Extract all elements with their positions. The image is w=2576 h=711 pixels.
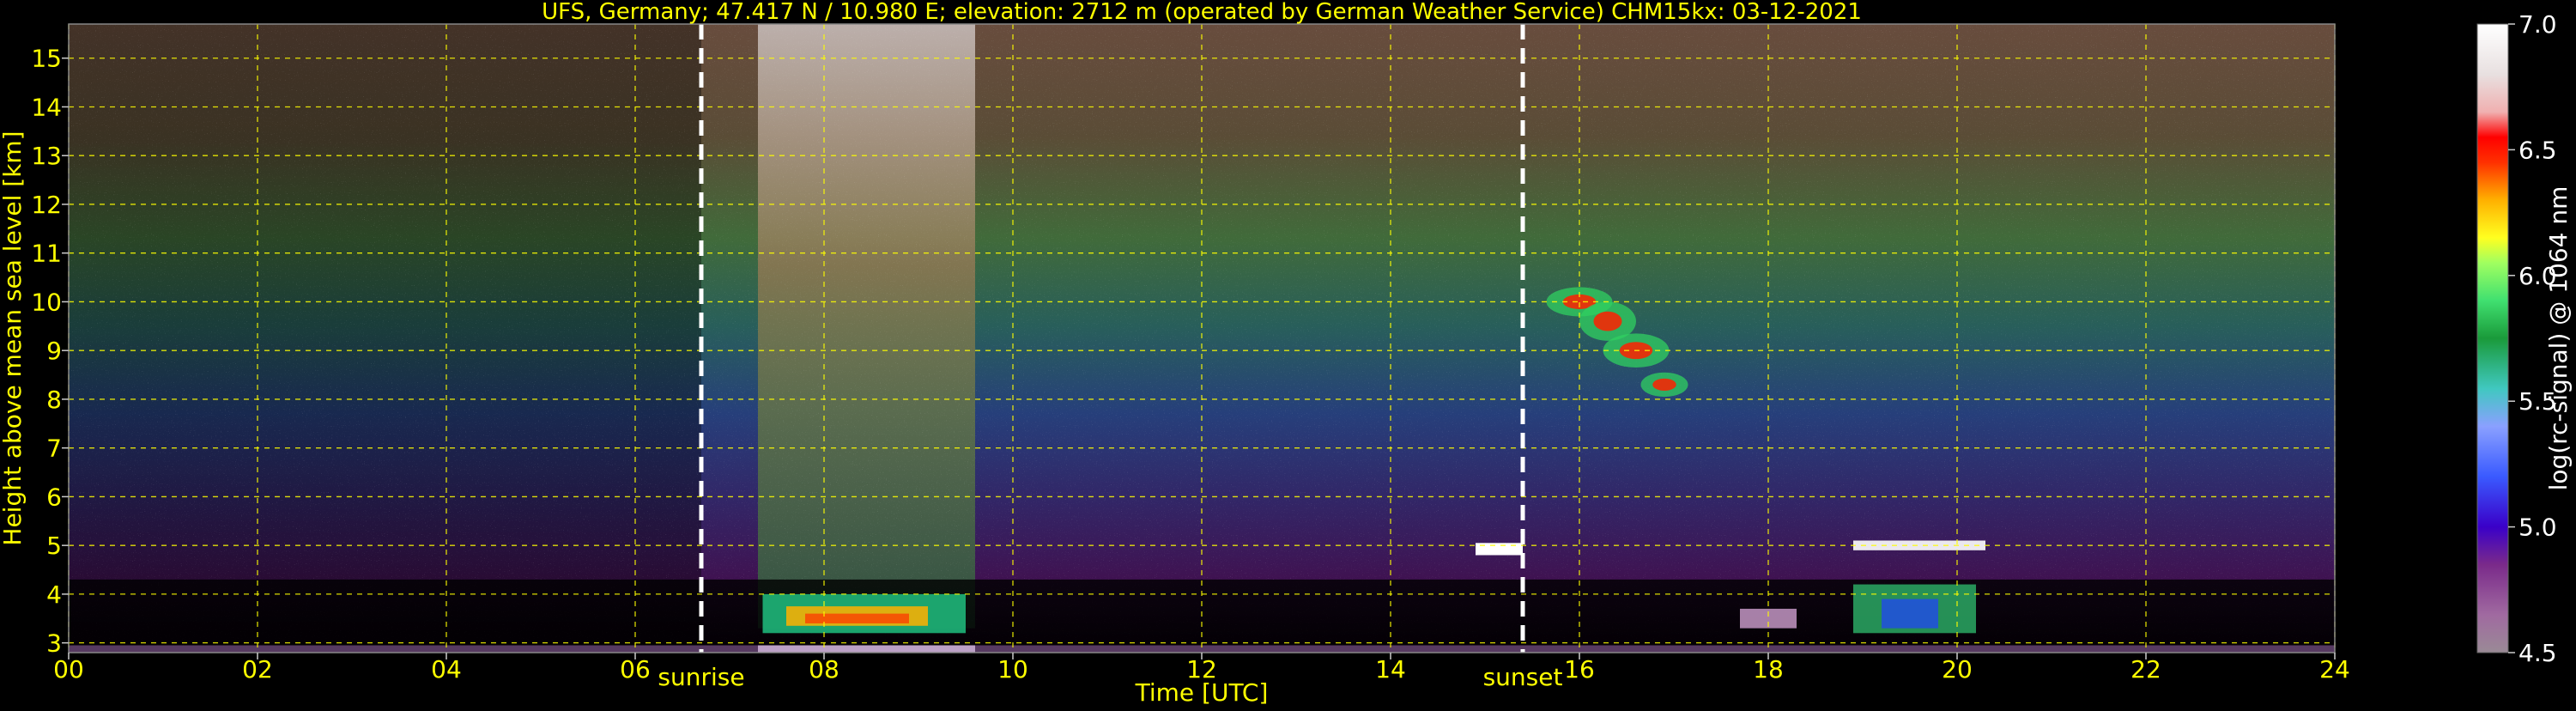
surface-band bbox=[69, 645, 2335, 653]
colorbar: 4.5 5.0 5.5 6.0 6.5 7.0 log(rc-signal) @ 1064… bbox=[2476, 10, 2573, 667]
y-tick-label: 3 bbox=[46, 629, 62, 658]
sun-markers: sunrise sunset bbox=[658, 24, 1562, 691]
y-tick-label: 15 bbox=[31, 45, 62, 73]
mid-level-cloud bbox=[1853, 540, 1985, 550]
colorbar-tick-label: 5.5 bbox=[2518, 387, 2557, 416]
y-tick-label: 11 bbox=[31, 240, 62, 268]
y-tick-label: 13 bbox=[31, 142, 62, 170]
x-tick-label: 14 bbox=[1375, 655, 1406, 684]
x-tick-label: 12 bbox=[1186, 655, 1217, 684]
x-tick-label: 16 bbox=[1564, 655, 1595, 684]
colorbar-tick-label: 6.5 bbox=[2518, 136, 2557, 164]
colorbar-tick-label: 5.0 bbox=[2518, 514, 2557, 542]
x-tick-label: 20 bbox=[1942, 655, 1973, 684]
colorbar-label: log(rc-signal) @ 1064 nm bbox=[2544, 186, 2573, 491]
x-axis-label: Time [UTC] bbox=[1135, 678, 1269, 707]
boundary-layer-peak bbox=[805, 613, 909, 623]
y-tick-label: 14 bbox=[31, 93, 62, 121]
colorbar-gradient bbox=[2477, 24, 2508, 653]
cirrus-cloud-core bbox=[1593, 311, 1622, 331]
y-tick-label: 9 bbox=[46, 337, 62, 365]
x-tick-label: 10 bbox=[997, 655, 1028, 684]
y-axis-ticks: 3 4 5 6 7 8 9 10 11 12 13 14 15 bbox=[31, 45, 69, 658]
y-tick-label: 5 bbox=[46, 532, 62, 560]
y-tick-label: 10 bbox=[31, 288, 62, 316]
chart-title: UFS, Germany; 47.417 N / 10.980 E; eleva… bbox=[542, 0, 1862, 25]
colorbar-frame bbox=[2476, 23, 2509, 653]
y-tick-label: 8 bbox=[46, 386, 62, 414]
x-tick-label: 24 bbox=[2319, 655, 2350, 684]
colorbar-tick-label: 4.5 bbox=[2518, 639, 2557, 667]
x-tick-label: 22 bbox=[2131, 655, 2161, 684]
x-tick-label: 18 bbox=[1753, 655, 1784, 684]
colorbar-tick-label: 7.0 bbox=[2518, 10, 2557, 39]
y-tick-label: 12 bbox=[31, 191, 62, 219]
signal-features bbox=[69, 287, 2335, 653]
cirrus-cloud-core bbox=[1562, 294, 1597, 309]
cirrus-cloud-core bbox=[1652, 378, 1676, 391]
x-tick-label: 06 bbox=[620, 655, 651, 684]
marker-label-sunset: sunset bbox=[1483, 663, 1563, 691]
grid-lines bbox=[68, 24, 2336, 653]
colorbar-ticks: 4.5 5.0 5.5 6.0 6.5 7.0 bbox=[2508, 10, 2557, 667]
x-tick-label: 08 bbox=[809, 655, 839, 684]
y-tick-label: 7 bbox=[46, 434, 62, 463]
marker-label-sunrise: sunrise bbox=[658, 663, 744, 691]
y-tick-label: 4 bbox=[46, 580, 62, 609]
aircraft-return bbox=[1476, 543, 1523, 556]
y-tick-label: 6 bbox=[46, 483, 62, 511]
x-tick-label: 02 bbox=[242, 655, 273, 684]
x-tick-label: 00 bbox=[53, 655, 84, 684]
colorbar-tick-label: 6.0 bbox=[2518, 262, 2557, 290]
x-axis-ticks: 00 02 04 06 08 10 12 14 16 18 20 22 24 bbox=[53, 653, 2350, 684]
low-level-cloud-core bbox=[1882, 599, 1938, 629]
y-axis-label: Height above mean sea level [km] bbox=[0, 131, 27, 545]
x-tick-label: 04 bbox=[431, 655, 462, 684]
low-cloud-patch bbox=[1740, 608, 1797, 629]
